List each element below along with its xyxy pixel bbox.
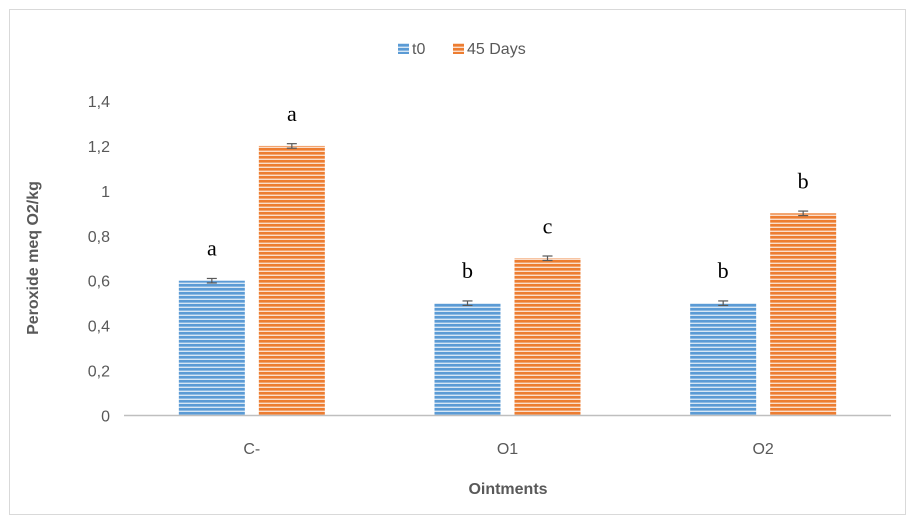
error-bars: [206, 143, 809, 307]
y-tick-label: 0,8: [88, 229, 110, 246]
y-tick-label: 0,6: [88, 274, 110, 291]
y-tick-label: 0,4: [88, 319, 110, 336]
x-tick-label: C-: [243, 441, 260, 458]
significance-label: b: [462, 258, 473, 283]
y-tick-label: 1,2: [88, 139, 110, 156]
legend-swatch-45-days: [453, 43, 464, 54]
x-tick-label: O2: [752, 441, 773, 458]
x-axis: C- O1 O2: [243, 441, 774, 458]
bar-45-days: [770, 213, 837, 416]
legend-label-t0: t0: [412, 41, 425, 58]
significance-label: c: [543, 213, 553, 238]
significance-labels: a a b c b b: [207, 101, 809, 283]
y-tick-label: 1,4: [88, 94, 110, 111]
legend-label-45-days: 45 Days: [467, 41, 526, 58]
legend-swatch-t0: [398, 43, 409, 54]
significance-label: b: [718, 258, 729, 283]
x-tick-label: O1: [497, 441, 518, 458]
chart-frame: [9, 9, 906, 515]
y-tick-label: 0,2: [88, 364, 110, 381]
y-tick-label: 0: [101, 409, 110, 426]
bar-t0: [434, 303, 501, 416]
bar-45-days: [258, 145, 325, 416]
bar-t0: [690, 303, 757, 416]
y-tick-label: 1: [101, 184, 110, 201]
significance-label: b: [798, 168, 809, 193]
bar-45-days: [514, 258, 581, 416]
legend: t0 45 Days: [398, 41, 526, 58]
significance-label: a: [207, 236, 217, 261]
bar-t0: [178, 280, 245, 416]
bars: [178, 145, 837, 416]
y-axis: 0 0,2 0,4 0,6 0,8 1 1,2 1,4: [88, 94, 110, 426]
significance-label: a: [287, 101, 297, 126]
y-axis-title: Peroxide meq O2/kg: [25, 181, 42, 335]
x-axis-title: Ointments: [468, 481, 547, 498]
